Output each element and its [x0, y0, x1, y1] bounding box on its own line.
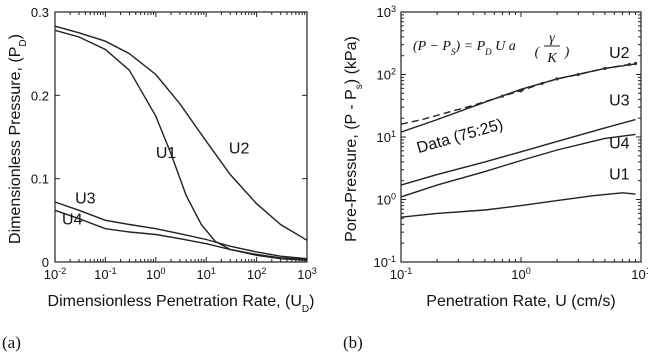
y-tick-label: 101: [377, 129, 396, 145]
y-tick-label: 0.2: [31, 88, 49, 103]
data-point: [627, 62, 631, 67]
equation-text: (P − PS) = PD U a: [413, 39, 516, 57]
y-tick-label: 0.3: [31, 5, 49, 20]
panel-a-label: (a): [2, 333, 21, 352]
x-tick-label: 101: [631, 266, 648, 282]
series-label-u3: U3: [75, 191, 96, 208]
y-axis-label: Dimensionless Pressure, (PD): [7, 34, 29, 244]
series-label-u3: U3: [609, 92, 630, 109]
data-point: [500, 94, 505, 98]
x-tick-label: 10-1: [390, 266, 412, 282]
y-tick-label: 100: [377, 192, 396, 208]
series-line-u3: [54, 201, 308, 260]
panel-a-chart: 10-2 10-1 100 101 102 103 0 0.1 0.2 0.3 U1 U2 U3 U4 Di…: [2, 5, 317, 352]
x-tick-label: 10-1: [94, 266, 116, 282]
x-tick-label: 102: [247, 266, 266, 282]
equation-denominator: K: [546, 51, 557, 66]
series-label-u2: U2: [229, 141, 250, 158]
y-tick-label: 10-1: [374, 254, 396, 270]
data-point: [576, 72, 580, 77]
series-line-data-75-25: [400, 62, 636, 125]
series-line-u1: [400, 192, 636, 218]
y-axis-label: Pore-Pressure, (P - Ps) (kPa): [343, 36, 365, 242]
equation-paren-left: (: [535, 45, 541, 60]
x-tick-label: 103: [297, 266, 316, 282]
series-label-u1: U1: [609, 166, 630, 183]
equation-paren-right: ): [564, 45, 570, 60]
series-label-u4: U4: [609, 136, 630, 153]
x-tick-label: 10-2: [44, 266, 66, 282]
series-line-u4: [54, 209, 308, 261]
series-label-u4: U4: [62, 212, 83, 229]
x-tick-label: 100: [146, 266, 165, 282]
series-label-u1: U1: [156, 145, 177, 162]
y-tick-label: 102: [377, 67, 396, 83]
series-line-u2: [400, 63, 636, 133]
data-point: [519, 89, 523, 93]
series-line-u2: [54, 25, 308, 241]
series-line-u1: [54, 29, 308, 261]
series-label-u2: U2: [609, 45, 630, 62]
data-point: [555, 77, 559, 81]
data-point: [603, 66, 607, 71]
x-tick-label: 101: [196, 266, 215, 282]
data-point: [633, 61, 638, 66]
y-tick-label: 0.1: [31, 172, 49, 187]
equation-numerator: γ: [549, 31, 555, 46]
y-tick-label: 0: [42, 255, 49, 270]
x-axis-label: Dimensionless Penetration Rate, (UD): [48, 293, 315, 315]
data-point: [540, 81, 544, 86]
equation: (P − PS) = PD U a () γK: [413, 31, 570, 66]
panel-b-label: (b): [343, 333, 363, 352]
series-line-u4: [400, 133, 636, 198]
panel-a-axes-frame: [54, 11, 308, 263]
x-axis-label: Penetration Rate, U (cm/s): [426, 293, 615, 310]
x-tick-label: 100: [511, 266, 530, 282]
y-tick-label: 103: [377, 4, 396, 20]
series-line-u3: [400, 118, 636, 186]
